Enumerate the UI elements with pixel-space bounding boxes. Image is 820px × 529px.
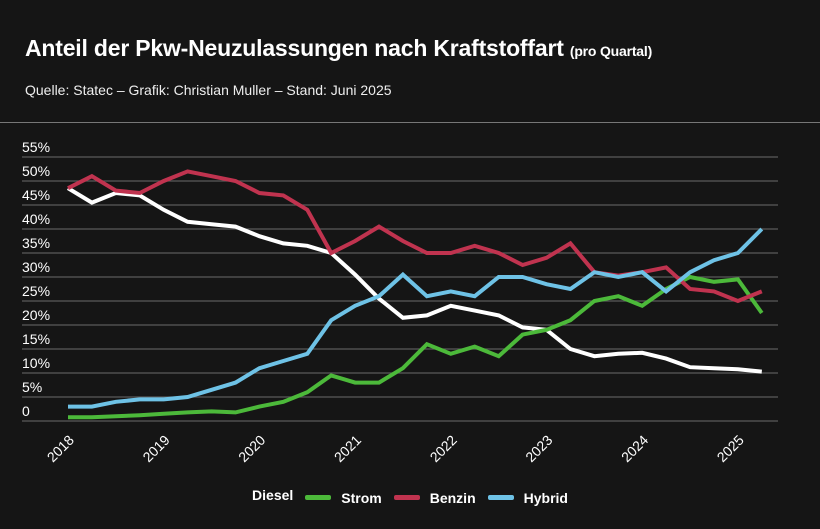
divider — [0, 122, 820, 123]
legend-item-diesel: Diesel — [252, 487, 293, 503]
x-tick-label: 2024 — [618, 432, 651, 465]
legend-label: Hybrid — [523, 489, 568, 506]
x-tick-label: 2022 — [427, 432, 460, 465]
legend-swatch — [393, 495, 420, 500]
y-tick-label: 10% — [22, 355, 50, 371]
y-tick-label: 45% — [22, 187, 50, 203]
x-tick-label: 2023 — [522, 432, 555, 465]
y-tick-label: 30% — [22, 259, 50, 275]
x-tick-label: 2021 — [331, 432, 364, 465]
y-tick-label: 40% — [22, 211, 50, 227]
legend-swatch — [305, 495, 332, 500]
legend-label: Benzin — [429, 489, 476, 506]
legend-label: Diesel — [252, 487, 294, 503]
source-note: Quelle: Statec – Grafik: Christian Mulle… — [25, 82, 392, 98]
title-main: Anteil der Pkw-Neuzulassungen nach Kraft… — [25, 35, 564, 61]
x-tick-label: 2018 — [44, 432, 77, 465]
series-line-diesel — [66, 186, 762, 374]
x-tick-label: 2020 — [235, 432, 268, 465]
legend-item-strom: Strom — [305, 489, 382, 506]
y-tick-label: 25% — [22, 283, 50, 299]
x-tick-label: 2019 — [139, 432, 172, 465]
legend-item-benzin: Benzin — [393, 489, 476, 506]
y-tick-label: 15% — [22, 331, 50, 347]
legend-item-hybrid: Hybrid — [487, 489, 568, 506]
title-suffix: (pro Quartal) — [569, 43, 653, 59]
series-line-hybrid — [68, 227, 764, 409]
legend-label: Strom — [341, 489, 382, 506]
x-tick-label: 2025 — [714, 432, 747, 465]
y-tick-label: 35% — [22, 235, 50, 251]
y-tick-label: 5% — [22, 379, 42, 395]
legend-swatch — [487, 495, 514, 500]
legend: Diesel Strom Benzin Hybrid — [0, 487, 820, 506]
y-tick-label: 55% — [22, 139, 50, 155]
y-tick-label: 50% — [22, 163, 50, 179]
y-tick-label: 20% — [22, 307, 50, 323]
series-line-strom — [68, 274, 764, 420]
chart-title: Anteil der Pkw-Neuzulassungen nach Kraft… — [25, 35, 652, 62]
series-line-benzin — [67, 169, 763, 304]
y-tick-label: 0 — [22, 403, 30, 419]
